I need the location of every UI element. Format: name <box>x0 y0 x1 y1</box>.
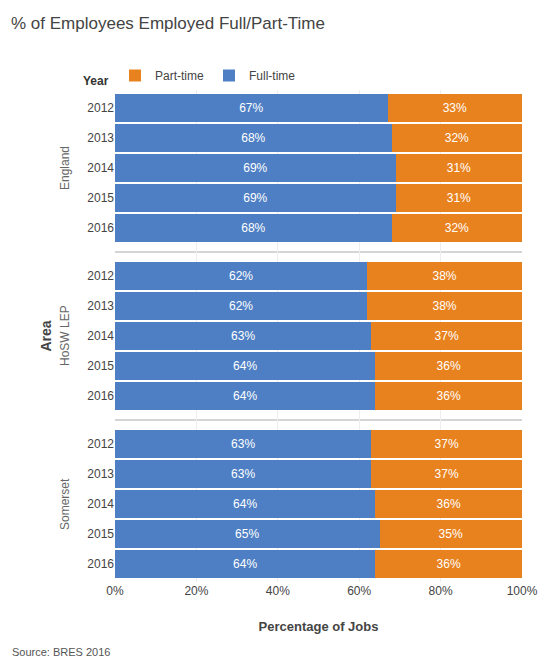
svg-text:Full-time: Full-time <box>249 69 295 83</box>
svg-text:Part-time: Part-time <box>155 69 204 83</box>
svg-text:0%: 0% <box>106 584 124 598</box>
svg-text:37%: 37% <box>435 329 459 343</box>
svg-text:38%: 38% <box>432 269 456 283</box>
svg-text:2013: 2013 <box>87 467 114 481</box>
svg-text:60%: 60% <box>347 584 371 598</box>
svg-text:64%: 64% <box>233 557 257 571</box>
svg-text:100%: 100% <box>507 584 538 598</box>
svg-text:65%: 65% <box>235 527 259 541</box>
svg-text:Somerset: Somerset <box>58 478 72 530</box>
svg-text:32%: 32% <box>445 131 469 145</box>
svg-text:38%: 38% <box>432 299 456 313</box>
svg-text:2014: 2014 <box>87 497 114 511</box>
svg-text:2014: 2014 <box>87 329 114 343</box>
svg-text:62%: 62% <box>229 299 253 313</box>
svg-text:80%: 80% <box>429 584 453 598</box>
svg-text:37%: 37% <box>435 437 459 451</box>
svg-text:63%: 63% <box>231 329 255 343</box>
svg-text:2016: 2016 <box>87 557 114 571</box>
svg-text:2013: 2013 <box>87 299 114 313</box>
svg-text:69%: 69% <box>243 161 267 175</box>
svg-text:64%: 64% <box>233 497 257 511</box>
svg-text:40%: 40% <box>266 584 290 598</box>
svg-text:Percentage of Jobs: Percentage of Jobs <box>259 619 379 634</box>
svg-text:2015: 2015 <box>87 359 114 373</box>
svg-text:Source: BRES 2016: Source: BRES 2016 <box>12 646 110 658</box>
svg-text:63%: 63% <box>231 467 255 481</box>
svg-text:62%: 62% <box>229 269 253 283</box>
svg-text:HoSW LEP: HoSW LEP <box>58 305 72 366</box>
svg-text:33%: 33% <box>443 101 467 115</box>
svg-text:64%: 64% <box>233 359 257 373</box>
svg-text:Area: Area <box>38 320 54 351</box>
svg-text:% of Employees Employed Full/P: % of Employees Employed Full/Part-Time <box>11 14 325 33</box>
svg-text:35%: 35% <box>439 527 463 541</box>
svg-text:36%: 36% <box>437 557 461 571</box>
svg-text:Year: Year <box>83 74 109 88</box>
svg-text:36%: 36% <box>437 389 461 403</box>
svg-text:2012: 2012 <box>87 269 114 283</box>
svg-text:36%: 36% <box>437 497 461 511</box>
svg-text:2015: 2015 <box>87 191 114 205</box>
svg-text:2012: 2012 <box>87 101 114 115</box>
svg-text:2016: 2016 <box>87 389 114 403</box>
svg-text:36%: 36% <box>437 359 461 373</box>
svg-text:37%: 37% <box>435 467 459 481</box>
svg-text:2015: 2015 <box>87 527 114 541</box>
svg-text:2012: 2012 <box>87 437 114 451</box>
svg-text:2014: 2014 <box>87 161 114 175</box>
svg-text:68%: 68% <box>241 221 265 235</box>
svg-text:69%: 69% <box>243 191 267 205</box>
svg-text:64%: 64% <box>233 389 257 403</box>
svg-text:32%: 32% <box>445 221 469 235</box>
svg-text:68%: 68% <box>241 131 265 145</box>
svg-text:20%: 20% <box>184 584 208 598</box>
svg-text:67%: 67% <box>239 101 263 115</box>
svg-text:31%: 31% <box>447 191 471 205</box>
svg-text:2013: 2013 <box>87 131 114 145</box>
svg-text:63%: 63% <box>231 437 255 451</box>
svg-text:31%: 31% <box>447 161 471 175</box>
svg-text:England: England <box>58 146 72 190</box>
svg-text:2016: 2016 <box>87 221 114 235</box>
